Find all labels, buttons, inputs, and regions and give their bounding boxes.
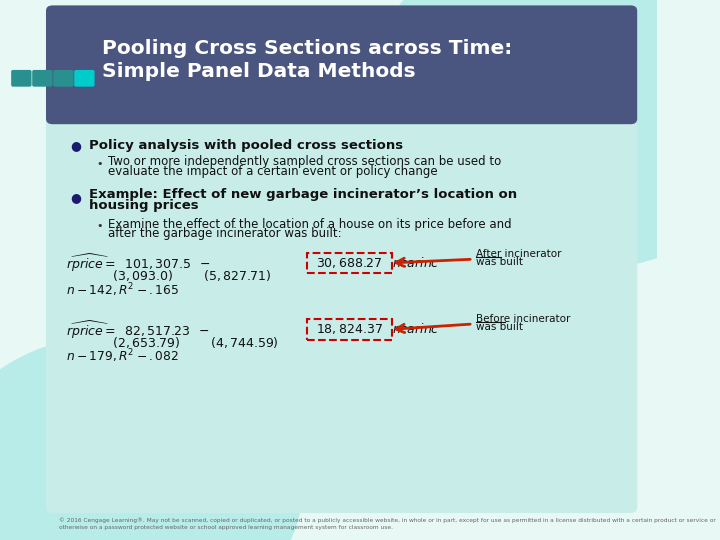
Text: Simple Panel Data Methods: Simple Panel Data Methods: [102, 62, 415, 81]
Text: $n - 179, R^2 - .082$: $n - 179, R^2 - .082$: [66, 348, 179, 365]
FancyBboxPatch shape: [32, 70, 53, 86]
Text: $18,824.37$: $18,824.37$: [316, 322, 383, 336]
FancyBboxPatch shape: [74, 70, 94, 86]
Text: was built: was built: [476, 258, 523, 267]
FancyBboxPatch shape: [53, 70, 73, 86]
Text: $n - 142, R^2 - .165$: $n - 142, R^2 - .165$: [66, 281, 179, 299]
Text: •: •: [96, 221, 103, 231]
Text: $\widehat{rprice} = \;\; 82,517.23 \;\; - $: $\widehat{rprice} = \;\; 82,517.23 \;\; …: [66, 318, 210, 341]
FancyBboxPatch shape: [46, 113, 637, 513]
Text: •: •: [96, 159, 103, 168]
Text: Two or more independently sampled cross sections can be used to: Two or more independently sampled cross …: [109, 156, 502, 168]
Circle shape: [0, 335, 302, 540]
Text: $30,688.27$: $30,688.27$: [316, 256, 382, 270]
Text: ●: ●: [70, 139, 81, 152]
Text: Example: Effect of new garbage incinerator’s location on: Example: Effect of new garbage incinerat…: [89, 188, 517, 201]
Text: evaluate the impact of a certain event or policy change: evaluate the impact of a certain event o…: [109, 165, 438, 178]
Text: $ncarinc$: $ncarinc$: [392, 256, 439, 270]
Text: after the garbage incinerator was built:: after the garbage incinerator was built:: [109, 227, 342, 240]
Circle shape: [368, 0, 720, 270]
Text: Examine the effect of the location of a house on its price before and: Examine the effect of the location of a …: [109, 218, 512, 231]
Text: After incinerator: After incinerator: [476, 249, 562, 259]
Text: © 2016 Cengage Learning®. May not be scanned, copied or duplicated, or posted to: © 2016 Cengage Learning®. May not be sca…: [59, 517, 716, 530]
Text: Pooling Cross Sections across Time:: Pooling Cross Sections across Time:: [102, 39, 512, 58]
Text: ●: ●: [70, 191, 81, 204]
Text: $\quad\quad\quad\;\;\; (2,653.79) \qquad\;\; (4,744.59)$: $\quad\quad\quad\;\;\; (2,653.79) \qquad…: [66, 335, 279, 350]
FancyBboxPatch shape: [46, 5, 637, 124]
FancyBboxPatch shape: [12, 70, 32, 86]
Text: housing prices: housing prices: [89, 199, 198, 212]
Text: $ncarinc$: $ncarinc$: [392, 322, 439, 336]
Text: $\quad\quad\quad\;\;\; (3,093.0) \qquad\;\; (5,827.71)$: $\quad\quad\quad\;\;\; (3,093.0) \qquad\…: [66, 268, 271, 284]
Text: $\widehat{rprice} = \;\; 101,307.5 \;\; - $: $\widehat{rprice} = \;\; 101,307.5 \;\; …: [66, 252, 210, 274]
Text: Policy analysis with pooled cross sections: Policy analysis with pooled cross sectio…: [89, 139, 402, 152]
Text: Before incinerator: Before incinerator: [476, 314, 571, 323]
Text: was built: was built: [476, 322, 523, 332]
